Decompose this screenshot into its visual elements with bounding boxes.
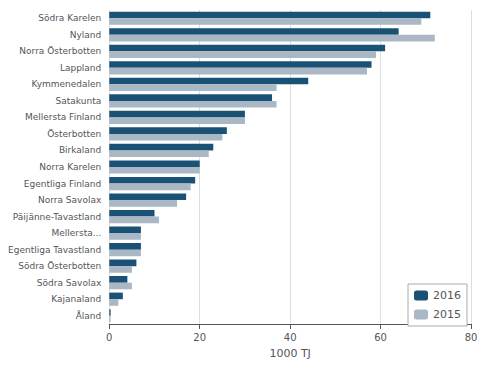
svg-text:2015: 2015 — [433, 308, 461, 321]
svg-text:Mellersta Finland: Mellersta Finland — [25, 112, 101, 122]
svg-text:Åland: Åland — [76, 310, 102, 321]
svg-text:20: 20 — [193, 332, 206, 343]
svg-text:Norra Karelen: Norra Karelen — [39, 162, 101, 172]
svg-text:Norra Savolax: Norra Savolax — [38, 195, 102, 205]
svg-text:Södra Karelen: Södra Karelen — [38, 13, 101, 23]
svg-text:Österbotten: Österbotten — [47, 129, 101, 139]
svg-text:Kajanaland: Kajanaland — [51, 294, 101, 304]
svg-text:60: 60 — [374, 332, 387, 343]
svg-text:Södra Österbotten: Södra Österbotten — [18, 261, 101, 271]
svg-text:Egentliga Tavastland: Egentliga Tavastland — [8, 245, 101, 255]
svg-text:40: 40 — [284, 332, 297, 343]
svg-text:Satakunta: Satakunta — [56, 96, 102, 106]
svg-text:Nyland: Nyland — [70, 30, 102, 40]
svg-text:Birkaland: Birkaland — [59, 145, 101, 155]
svg-text:Kymmenedalen: Kymmenedalen — [31, 79, 101, 89]
svg-text:Norra Österbotten: Norra Österbotten — [19, 46, 101, 56]
svg-text:2016: 2016 — [433, 289, 461, 302]
svg-text:80: 80 — [465, 332, 478, 343]
svg-text:0: 0 — [106, 332, 112, 343]
svg-text:1000 TJ: 1000 TJ — [269, 347, 310, 360]
svg-text:Mellersta...: Mellersta... — [51, 228, 101, 238]
svg-text:Lappland: Lappland — [60, 63, 101, 73]
svg-text:Egentliga Finland: Egentliga Finland — [24, 179, 101, 189]
svg-text:Södra Savolax: Södra Savolax — [37, 278, 102, 288]
svg-text:Päijänne-Tavastland: Päijänne-Tavastland — [13, 212, 101, 222]
